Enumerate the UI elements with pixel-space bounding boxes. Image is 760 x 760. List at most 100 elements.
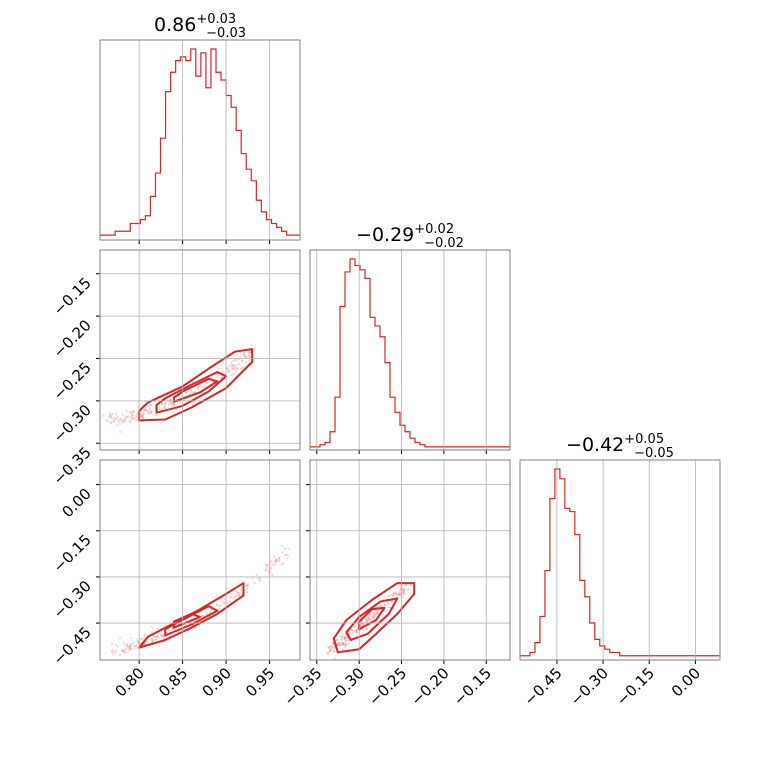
pair-panel-1-2-sample-point <box>340 637 343 640</box>
pair-panel-0-1-sample-point <box>243 354 246 358</box>
pair-panel-1-2-sample-point <box>381 598 384 601</box>
pair-panel-0-1-sample-point <box>112 419 115 422</box>
pair-panel-1-2-sample-point <box>402 588 405 591</box>
pair-panel-0-2-sample-point <box>114 643 117 646</box>
param-0-title-lower: −0.03 <box>206 26 246 41</box>
pair-panel-0-2-sample-point <box>125 642 129 646</box>
pair-panel-0-2-sample-point <box>247 583 250 586</box>
panels-layer: −0.45 −0.30 −0.15 0.00−0.35−0.30−0.25−0.20−… <box>50 39 721 709</box>
pair-panel-0-2-sample-point <box>127 644 130 648</box>
pair-panel-0-2-sample-point <box>111 651 114 654</box>
pair-panel-0-2-frame <box>99 459 301 661</box>
pair-panel-1-2-sample-point <box>332 641 335 645</box>
pair-panel-0-1-sample-point <box>187 390 190 393</box>
pair-panel-1-2-sample-point <box>406 588 410 591</box>
pair-panel-0-1-sample-point <box>216 373 219 376</box>
pair-panel-0-2-sample-point <box>129 643 132 646</box>
pair-panel-0-2-sample-point <box>171 627 174 630</box>
pair-panel-1-2-sample-point <box>355 631 358 634</box>
pair-panel-0-1-sample-point <box>248 352 251 355</box>
pair-panel-1-2-sample-point <box>397 592 401 596</box>
pair-panel-1-2-sample-point <box>341 642 344 645</box>
pair-panel-0-1-sample-point <box>143 411 146 414</box>
pair-panel-1-2-sample-point <box>395 591 398 594</box>
pair-panel-0-1-sample-point <box>149 403 153 407</box>
pair-panel-1-2-sample-point <box>337 638 340 641</box>
pair-panel-0-1-sample-point <box>248 354 251 357</box>
pair-panel-0-1-sample-point <box>121 413 124 416</box>
pair-panel-0-1-sample-point <box>167 403 170 406</box>
pair-panel-1-2-sample-point <box>348 632 352 636</box>
pair-panel-0-1-sample-point <box>242 366 245 369</box>
pair-panel-0-2-sample-point <box>126 644 129 647</box>
pair-panel-1-2-sample-point <box>361 624 364 627</box>
hist-panel-1 <box>310 258 510 448</box>
pair-panel-1-2-sample-point <box>392 593 395 597</box>
param-1-title: −0.29+0.02 −0.02 <box>356 222 464 251</box>
pair-panel-0-1-sample-point <box>135 413 138 416</box>
pair-panel-1-2-sample-point <box>342 643 345 646</box>
pair-panel-0-2-sample-point <box>285 553 288 556</box>
pair-panel-0-1-sample-point <box>155 414 159 417</box>
pair-panel-1-2-sample-point <box>336 643 339 646</box>
pair-panel-1-2-sample-point <box>405 584 408 587</box>
pair-panel-1-2-sample-point <box>367 615 370 618</box>
pair-panel-0-2-contour-2 <box>172 612 201 629</box>
pair-panel-0-1-sample-point <box>245 355 248 359</box>
pair-panel-1-2-sample-point <box>362 623 365 626</box>
pair-panel-0-2-sample-point <box>265 563 268 566</box>
pair-panel-1-2-sample-point <box>332 642 335 646</box>
pair-panel-0-1-sample-point <box>131 417 134 420</box>
pair-panel-0-2-sample-point <box>236 591 239 594</box>
pair-panel-0-1-sample-point <box>112 417 115 420</box>
pair-panel-0-1-sample-point <box>125 409 128 413</box>
pair-panel-0-1-sample-point <box>144 408 147 412</box>
pair-panel-0-2-sample-point <box>155 635 158 639</box>
pair-panel-1-2-sample-point <box>355 630 358 633</box>
pair-panel-0-2-sample-point <box>275 562 278 565</box>
pair-panel-0-1-frame <box>99 249 301 451</box>
pair-panel-1-2-sample-point <box>397 593 400 596</box>
pair-panel-0-1-sample-point <box>171 402 175 405</box>
pair-panel-0-1-sample-point <box>132 410 135 413</box>
pair-panel-0-1-sample-point <box>244 361 248 364</box>
pair-panel-0-1-sample-point <box>144 409 147 412</box>
pair-panel-1-2-sample-point <box>402 591 405 594</box>
pair-panel-1-2-sample-point <box>351 628 354 632</box>
pair-panel-0-2-sample-point <box>129 648 132 651</box>
pair-panel-0-1-sample-point <box>232 363 235 367</box>
pair-panel-0-2-sample-point <box>278 558 281 562</box>
pair-panel-0-2-sample-point <box>134 645 138 648</box>
pair-panel-0-2-sample-point <box>230 593 233 596</box>
pair-panel-0-1-sample-point <box>163 406 166 409</box>
pair-panel-1-2-sample-point <box>336 643 340 646</box>
pair-panel-0-2-sample-point <box>275 558 278 562</box>
pair-panel-0-1-sample-point <box>229 361 233 365</box>
pair-panel-0-1-sample-point <box>131 417 135 420</box>
pair-panel-0-2-sample-point <box>134 644 138 647</box>
pair-panel-0-2-sample-point <box>253 582 256 585</box>
pair-panel-0-1-sample-point <box>149 411 152 415</box>
pair-panel-0-1-sample-point <box>227 369 230 372</box>
pair-panel-1-2-sample-point <box>368 613 371 616</box>
param-1-title-value: −0.29 <box>356 224 414 246</box>
pair-panel-0-1-sample-point <box>234 358 237 361</box>
pair-panel-1-2-sample-point <box>377 597 381 600</box>
pair-panel-0-1-sample-point <box>189 388 193 392</box>
pair-panel-1-2-sample-point <box>383 603 386 607</box>
pair-panel-0-2-sample-point <box>129 645 132 648</box>
pair-panel-1-2-sample-point <box>376 610 379 614</box>
pair-panel-1-2-sample-point <box>399 584 402 587</box>
param-1-x-tick-label-3: −0.20 <box>407 664 452 709</box>
param-2-histogram <box>520 468 720 657</box>
pair-panel-0-1-sample-point <box>247 350 250 354</box>
pair-panel-0-2-sample-point <box>128 646 131 650</box>
pair-panel-0-2-sample-point <box>223 601 226 605</box>
pair-panel-0-1-sample-point <box>124 415 127 418</box>
pair-panel-0-2-sample-point <box>217 607 221 610</box>
pair-panel-0-2-sample-point <box>237 594 241 597</box>
pair-panel-1-2-sample-point <box>331 646 334 650</box>
pair-panel-0-2-sample-point <box>284 554 287 557</box>
pair-panel-0-1-sample-point <box>217 367 220 370</box>
